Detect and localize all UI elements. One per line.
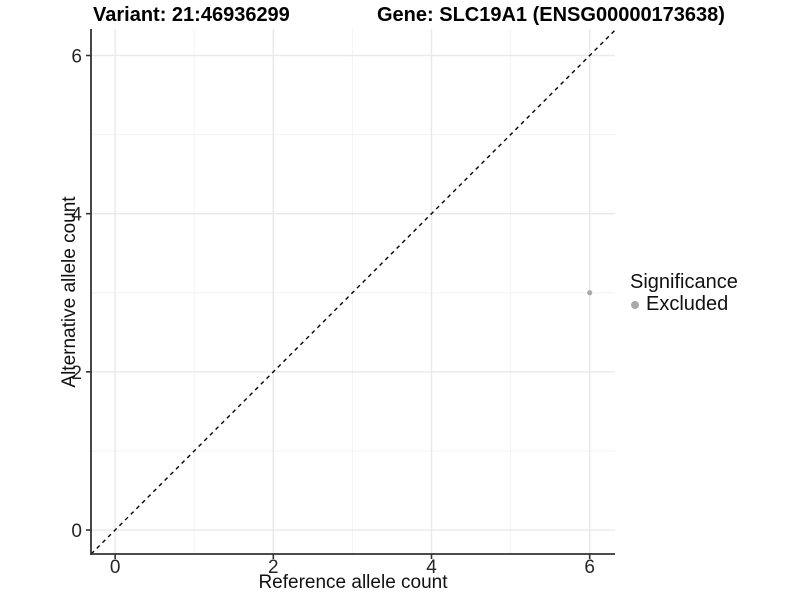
y-axis-title: Alternative allele count [59,196,80,388]
plot-title-gene: Gene: SLC19A1 (ENSG00000173638) [377,4,725,26]
y-tick-label: 4 [71,205,82,226]
x-axis-title: Reference allele count [258,572,448,593]
legend-item-excluded: Excluded [631,293,728,316]
x-tick-label: 4 [426,557,437,578]
identity-reference-line [90,29,616,555]
x-tick-label: 0 [110,557,121,578]
y-tick-label: 0 [71,521,82,542]
legend-point-icon [631,300,639,309]
y-tick-label: 2 [71,363,82,384]
legend-title: Significance [630,271,738,293]
data-point [587,290,593,296]
plot-title-variant: Variant: 21:46936299 [93,4,290,26]
x-tick-label: 6 [584,557,595,578]
y-tick-label: 6 [71,46,82,67]
legend-item-label: Excluded [646,293,729,315]
x-tick-label: 2 [268,557,279,578]
